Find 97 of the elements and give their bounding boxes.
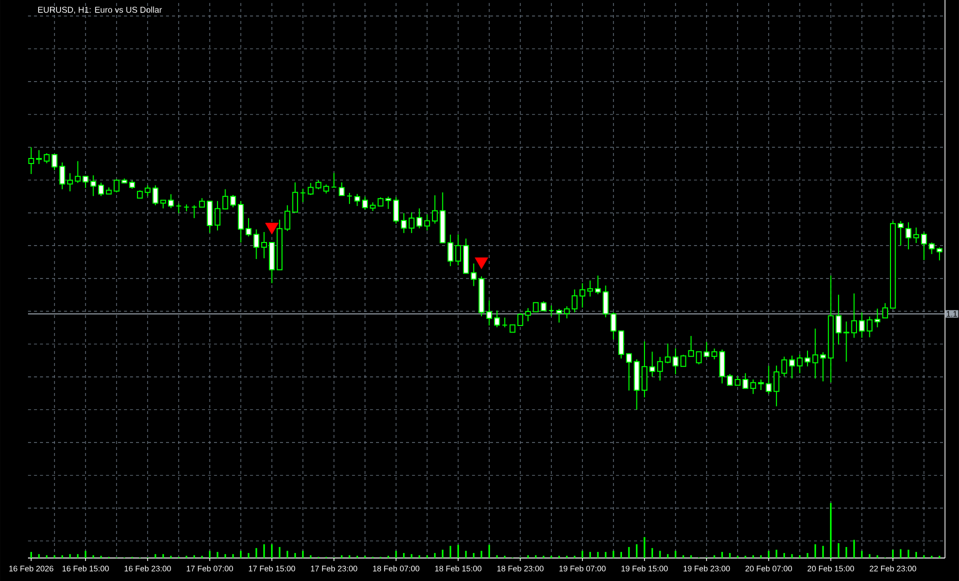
candlestick (680, 354, 686, 367)
candlestick (222, 188, 228, 210)
candlestick (214, 200, 220, 231)
candlestick (928, 242, 935, 255)
x-tick-label: 18 Feb 15:00 (435, 566, 482, 572)
candlestick (704, 341, 710, 357)
candlestick (540, 300, 546, 312)
x-tick-label: 17 Feb 23:00 (310, 566, 358, 572)
x-tick-label: 16 Feb 2026 (9, 566, 54, 572)
x-tick-label: 20 Feb 07:00 (746, 566, 792, 572)
candlestick (781, 356, 788, 377)
candlestick (114, 178, 120, 193)
candlestick (44, 152, 50, 164)
candlestick (502, 317, 508, 328)
candlestick (812, 328, 818, 379)
candlestick (52, 154, 58, 171)
candlestick (400, 212, 407, 234)
candlestick (36, 150, 42, 165)
candlestick (657, 356, 663, 382)
candlestick (230, 194, 236, 208)
candlestick (486, 300, 492, 326)
candlestick (176, 203, 182, 214)
candlestick (470, 263, 477, 287)
candlestick (618, 330, 624, 360)
x-tick-label: 22 Feb 23:00 (870, 566, 916, 572)
chart-title: EURUSD, H1: Euro vs US Dollar (38, 6, 162, 14)
candlestick (556, 308, 562, 324)
candlestick (758, 379, 764, 391)
x-tick-label: 20 Feb 15:00 (808, 566, 854, 572)
text: 1.1 (946, 311, 957, 317)
candlestick (548, 305, 554, 317)
candlestick (246, 218, 252, 237)
candlestick (308, 182, 314, 196)
candlestick (649, 351, 656, 378)
candlestick (253, 228, 260, 260)
candlestick (517, 312, 524, 326)
candlestick (688, 335, 694, 357)
candlestick (28, 146, 34, 175)
candlestick (191, 204, 198, 219)
candlestick (789, 355, 795, 379)
candlestick (664, 343, 671, 364)
candlestick (921, 232, 927, 261)
candlestick (602, 285, 609, 318)
candlestick (393, 196, 399, 224)
candlestick (300, 188, 306, 203)
candlestick (98, 182, 104, 197)
candlestick (836, 294, 842, 346)
candlestick (82, 176, 88, 188)
candlestick (804, 350, 810, 367)
candlestick (672, 348, 678, 375)
candlestick (610, 312, 616, 340)
candlestick (74, 160, 81, 184)
candlestick (820, 352, 826, 382)
candlestick (851, 292, 857, 338)
candlestick (408, 212, 414, 234)
x-tick-label: 16 Feb 23:00 (124, 566, 171, 572)
candlestick (874, 308, 880, 328)
candlestick (906, 222, 912, 250)
x-tick-label: 17 Feb 07:00 (186, 566, 233, 572)
candlestick (774, 365, 780, 407)
candlestick (843, 321, 850, 362)
candlestick (532, 302, 539, 312)
x-tick-label: 17 Feb 15:00 (248, 566, 296, 572)
candlestick (346, 192, 352, 204)
candlestick (152, 184, 158, 206)
candlestick (261, 232, 267, 259)
x-tick-label: 16 Feb 15:00 (62, 566, 109, 572)
candlestick (362, 196, 368, 210)
candlestick (331, 172, 337, 188)
candlestick (525, 308, 531, 322)
candlestick (796, 354, 803, 374)
candlestick (626, 352, 632, 392)
candlestick (354, 193, 360, 207)
candlestick (882, 302, 888, 318)
candlestick (90, 174, 96, 197)
x-tick-label: 19 Feb 07:00 (559, 566, 606, 572)
candlestick (447, 234, 454, 267)
candlestick (913, 227, 920, 244)
candlestick (168, 194, 174, 209)
candlestick (642, 340, 648, 398)
candlestick (594, 275, 601, 295)
candlestick (494, 310, 500, 328)
candlestick (742, 372, 748, 389)
x-tick-label: 18 Feb 23:00 (497, 566, 544, 572)
candlestick (936, 246, 942, 261)
candlestick (67, 172, 73, 192)
candlestick (59, 162, 66, 190)
candlestick (750, 379, 756, 394)
candlestick (898, 220, 904, 246)
x-tick-label: 18 Feb 07:00 (373, 566, 420, 572)
candlestick (696, 351, 702, 365)
x-tick-label: 19 Feb 23:00 (684, 566, 730, 572)
candlestick (385, 196, 392, 210)
candlestick (338, 182, 345, 196)
x-tick-label: 19 Feb 15:00 (622, 566, 668, 572)
candlestick (766, 365, 772, 394)
candlestick (455, 234, 462, 266)
